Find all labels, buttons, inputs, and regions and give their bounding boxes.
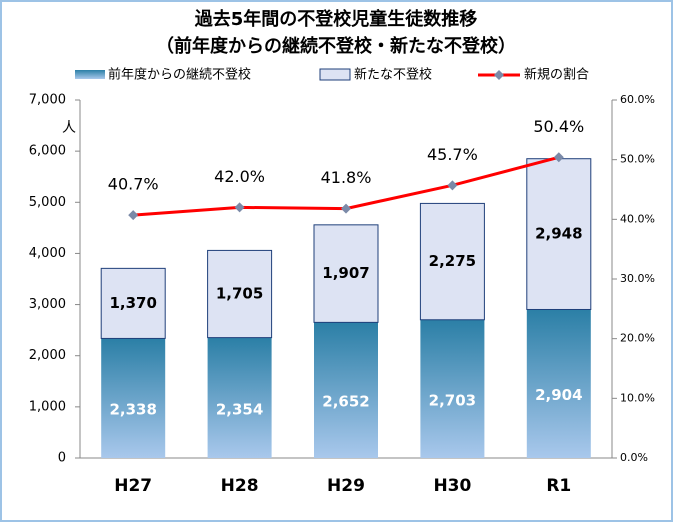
bar <box>526 158 592 310</box>
data-label: 2,703 <box>429 391 476 409</box>
bar <box>419 202 485 321</box>
y-tick-label: 2,000 <box>29 348 66 363</box>
marker <box>341 203 351 214</box>
bar <box>101 338 166 458</box>
chart-subtitle: （前年度からの継続不登校・新たな不登校） <box>156 35 516 57</box>
y-axis-label: 人 <box>62 120 76 136</box>
marker <box>553 152 564 163</box>
chart-title: 過去5年間の不登校児童生徒数推移 <box>195 8 478 30</box>
marker <box>447 180 458 191</box>
y-tick-label: 1,000 <box>29 399 66 414</box>
y2-tick-label: 30.0% <box>620 272 655 285</box>
x-tick-label: R1 <box>546 476 571 496</box>
y-tick-label: 3,000 <box>29 297 66 312</box>
legend-swatch <box>494 70 504 80</box>
data-label: 2,338 <box>109 401 156 419</box>
bar <box>313 224 379 323</box>
legend-label: 前年度からの継続不登校 <box>108 67 251 83</box>
data-label: 2,904 <box>535 386 582 404</box>
y2-tick-label: 10.0% <box>620 391 655 404</box>
x-tick-label: H29 <box>327 476 365 496</box>
data-label: 45.7% <box>427 145 478 164</box>
bar <box>207 337 272 458</box>
marker <box>128 210 139 221</box>
bar <box>100 267 166 339</box>
marker <box>234 202 245 213</box>
legend-swatch <box>319 68 351 81</box>
bar <box>420 319 485 458</box>
y-tick-label: 7,000 <box>29 93 66 108</box>
data-label: 1,370 <box>109 294 156 312</box>
x-tick-label: H28 <box>221 476 259 496</box>
y2-tick-label: 50.0% <box>620 153 655 166</box>
data-label: 1,907 <box>322 264 369 282</box>
data-label: 50.4% <box>533 117 584 136</box>
x-tick-label: H30 <box>433 476 471 496</box>
y2-tick-label: 20.0% <box>620 332 655 345</box>
y2-tick-label: 40.0% <box>620 212 655 225</box>
legend-swatch <box>75 70 105 79</box>
bar <box>526 309 591 458</box>
data-label: 2,275 <box>429 252 476 270</box>
data-label: 2,948 <box>535 225 582 243</box>
data-label: 42.0% <box>214 167 265 186</box>
y-tick-label: 6,000 <box>29 144 66 159</box>
legend-label: 新たな不登校 <box>354 67 432 83</box>
y2-tick-label: 0.0% <box>620 451 648 464</box>
y-tick-label: 5,000 <box>29 195 66 210</box>
x-tick-label: H27 <box>114 476 152 496</box>
data-label: 2,354 <box>216 400 263 418</box>
data-label: 1,705 <box>216 285 263 303</box>
data-label: 41.8% <box>321 168 372 187</box>
legend-label: 新規の割合 <box>524 67 589 83</box>
y-tick-label: 4,000 <box>29 246 66 261</box>
y-tick-label: 0 <box>58 451 66 466</box>
bar <box>207 249 273 339</box>
data-label: 40.7% <box>108 175 159 194</box>
data-label: 2,652 <box>322 393 369 411</box>
y2-tick-label: 60.0% <box>620 93 655 106</box>
bar <box>314 322 378 458</box>
